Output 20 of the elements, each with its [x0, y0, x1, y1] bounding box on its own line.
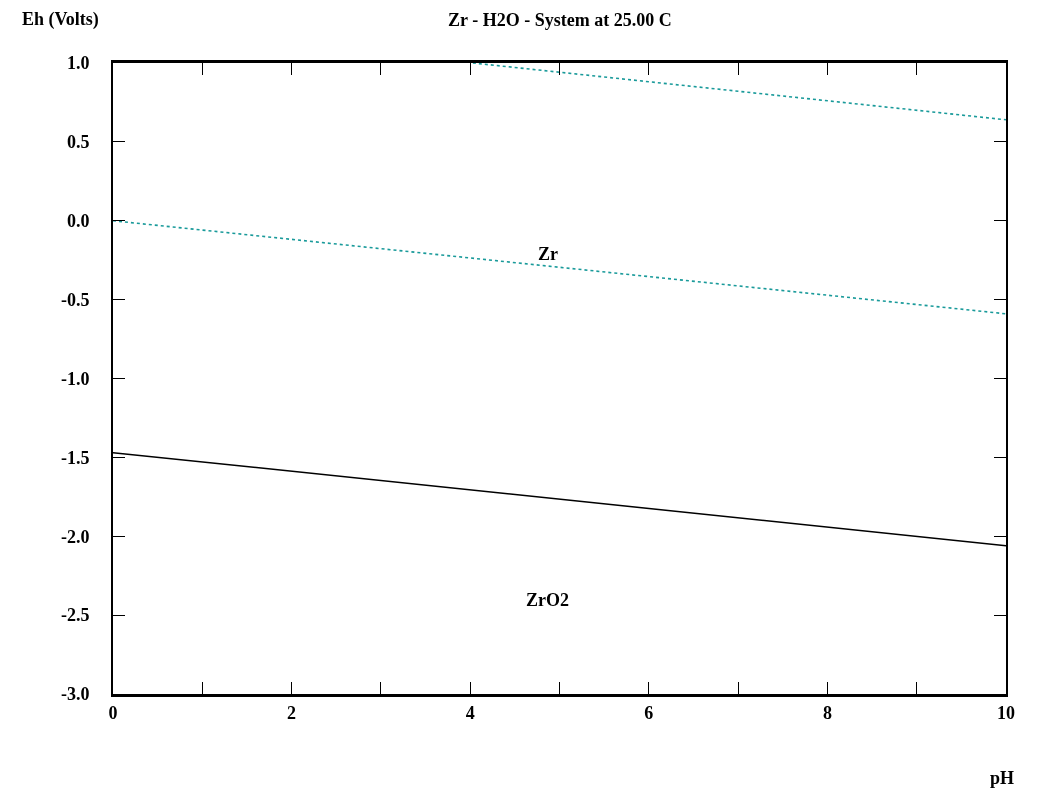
y-tick-label: -0.5: [60, 289, 90, 310]
x-tick-label: 2: [287, 702, 297, 723]
annotation: ZrO2: [526, 590, 569, 610]
y-tick-label: 1.0: [66, 53, 90, 74]
x-tick-label: 0: [108, 702, 118, 723]
y-tick-label: -3.0: [60, 684, 90, 705]
y-tick-label: 0.5: [66, 132, 90, 153]
x-tick-label: 8: [822, 702, 832, 723]
x-tick-label: 6: [644, 702, 654, 723]
x-axis-title: pH: [990, 768, 1015, 788]
y-tick-label: -1.0: [60, 368, 90, 389]
y-tick-label: -2.0: [60, 526, 90, 547]
y-tick-label: -2.5: [60, 605, 90, 626]
chart-title: Zr - H2O - System at 25.00 C: [448, 10, 672, 30]
y-tick-label: -1.5: [60, 447, 90, 468]
annotation: Zr: [538, 244, 559, 264]
y-axis-title: Eh (Volts): [22, 9, 99, 30]
x-tick-label: 4: [465, 702, 475, 723]
x-tick-label: 10: [997, 702, 1015, 723]
y-tick-label: 0.0: [66, 211, 90, 232]
